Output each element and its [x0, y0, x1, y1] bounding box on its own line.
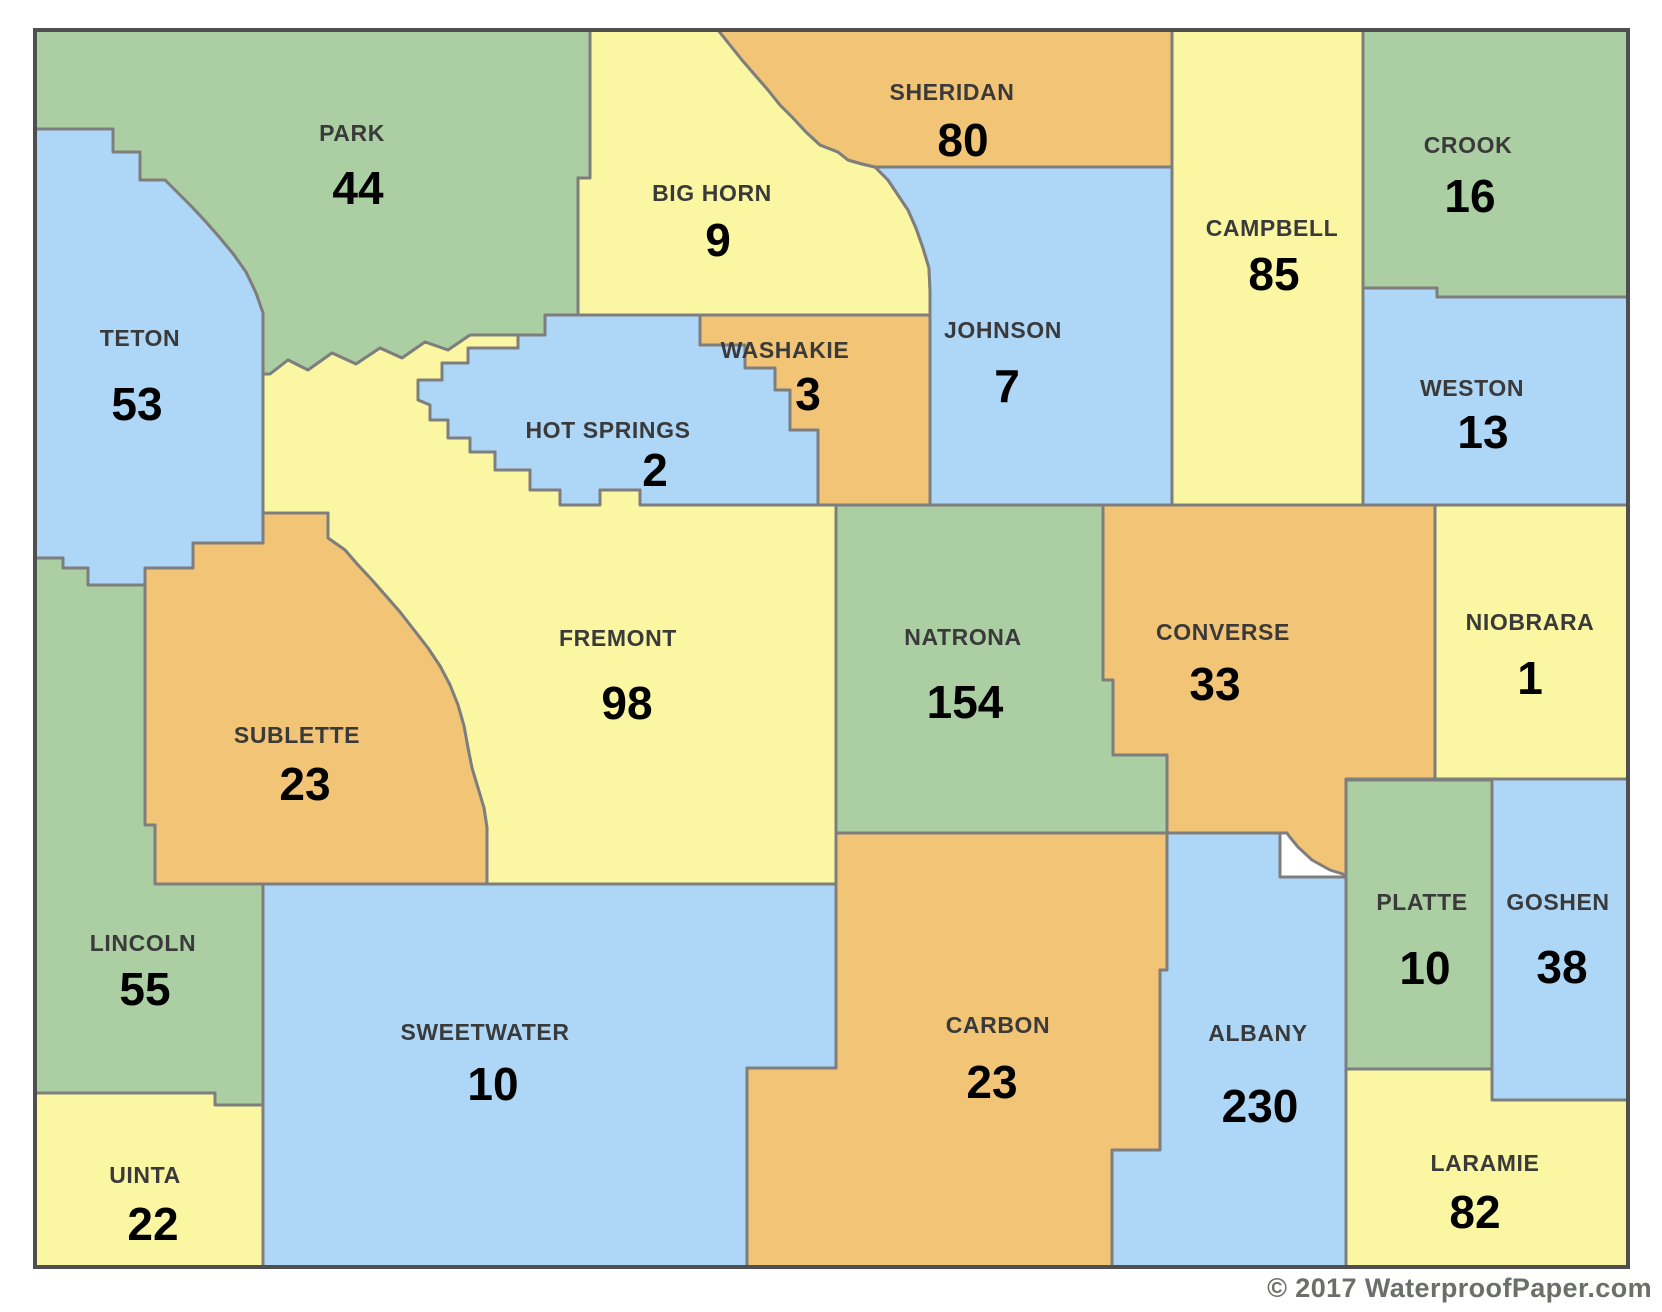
county-converse-name: CONVERSE [1156, 619, 1290, 645]
county-lincoln-name: LINCOLN [90, 930, 196, 956]
county-crook-shape [1361, 28, 1630, 299]
county-goshen-name: GOSHEN [1506, 889, 1609, 915]
county-converse-value: 33 [1189, 658, 1240, 710]
county-sheridan-name: SHERIDAN [890, 79, 1015, 105]
county-goshen-value: 38 [1536, 941, 1587, 993]
county-fremont-name: FREMONT [559, 625, 677, 651]
county-sheridan: SHERIDAN 80 [716, 28, 1174, 169]
copyright-notice: © 2017 WaterproofPaper.com [1267, 1273, 1652, 1303]
county-teton-name: TETON [100, 325, 181, 351]
county-park-value: 44 [332, 162, 384, 214]
county-natrona-value: 154 [927, 676, 1004, 728]
county-carbon-name: CARBON [946, 1012, 1051, 1038]
county-big-horn: BIG HORN 9 [576, 28, 932, 317]
county-uinta-value: 22 [127, 1198, 178, 1250]
county-campbell: CAMPBELL 85 [1170, 28, 1365, 507]
county-sublette-shape [143, 511, 489, 886]
county-albany: ALBANY 230 [1110, 831, 1348, 1269]
county-platte-shape [1344, 778, 1494, 1071]
county-niobrara: NIOBRARA 1 [1433, 503, 1630, 781]
county-washakie-value: 3 [795, 368, 821, 420]
county-platte-value: 10 [1399, 942, 1450, 994]
county-sheridan-value: 80 [937, 114, 988, 166]
county-laramie-name: LARAMIE [1431, 1150, 1540, 1176]
county-teton: TETON 53 [33, 127, 265, 587]
county-niobrara-value: 1 [1517, 652, 1543, 704]
county-sublette-name: SUBLETTE [234, 722, 360, 748]
county-albany-value: 230 [1222, 1080, 1299, 1132]
county-weston: WESTON 13 [1361, 286, 1630, 507]
county-lincoln-value: 55 [119, 963, 170, 1015]
county-niobrara-name: NIOBRARA [1466, 609, 1595, 635]
county-park-name: PARK [319, 120, 385, 146]
county-johnson: JOHNSON 7 [873, 165, 1174, 507]
county-sweetwater-value: 10 [467, 1058, 518, 1110]
county-platte: PLATTE 10 [1344, 778, 1494, 1071]
county-big-horn-value: 9 [705, 214, 731, 266]
county-teton-value: 53 [111, 378, 162, 430]
county-laramie-value: 82 [1449, 1186, 1500, 1238]
county-sweetwater-name: SWEETWATER [400, 1019, 569, 1045]
county-laramie: LARAMIE 82 [1344, 1067, 1630, 1269]
county-washakie: WASHAKIE 3 [698, 313, 932, 507]
county-campbell-value: 85 [1248, 248, 1299, 300]
county-hot-springs-value: 2 [642, 444, 668, 496]
county-big-horn-name: BIG HORN [652, 180, 772, 206]
county-goshen: GOSHEN 38 [1490, 777, 1630, 1102]
county-niobrara-shape [1433, 503, 1630, 781]
county-johnson-value: 7 [994, 360, 1020, 412]
county-albany-name: ALBANY [1208, 1020, 1307, 1046]
county-natrona-name: NATRONA [904, 624, 1021, 650]
county-platte-name: PLATTE [1376, 889, 1467, 915]
county-uinta-name: UINTA [109, 1162, 181, 1188]
county-crook: CROOK 16 [1361, 28, 1630, 299]
county-sublette-value: 23 [279, 758, 330, 810]
county-weston-name: WESTON [1420, 375, 1524, 401]
county-natrona: NATRONA 154 [834, 503, 1169, 835]
county-carbon: CARBON 23 [745, 831, 1169, 1269]
county-hot-springs-name: HOT SPRINGS [525, 417, 690, 443]
county-washakie-name: WASHAKIE [721, 337, 850, 363]
county-weston-value: 13 [1457, 406, 1508, 458]
county-crook-name: CROOK [1424, 132, 1513, 158]
county-goshen-shape [1490, 777, 1630, 1102]
county-fremont-value: 98 [601, 677, 652, 729]
county-campbell-name: CAMPBELL [1206, 215, 1339, 241]
county-johnson-name: JOHNSON [944, 317, 1062, 343]
map-border-frame [33, 28, 1630, 1269]
county-carbon-value: 23 [966, 1056, 1017, 1108]
county-crook-value: 16 [1444, 170, 1495, 222]
county-sublette: SUBLETTE 23 [143, 511, 489, 886]
county-uinta: UINTA 22 [33, 1091, 265, 1269]
